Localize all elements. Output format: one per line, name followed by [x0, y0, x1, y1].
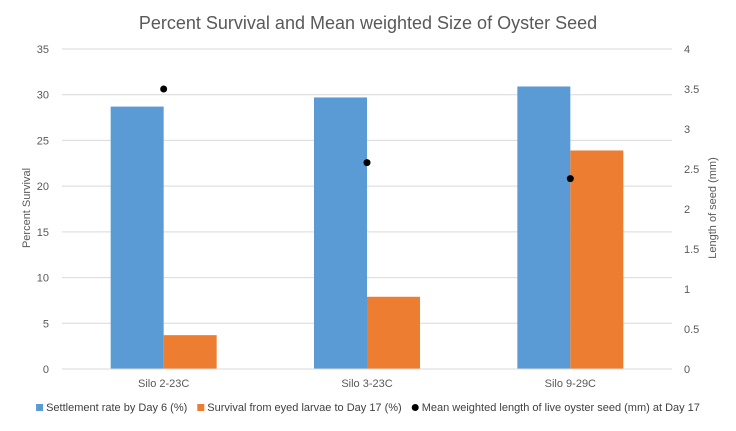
right-axis-tick-label: 2.5 [684, 164, 699, 176]
legend: Settlement rate by Day 6 (%) Survival fro… [36, 402, 700, 414]
chart-title: Percent Survival and Mean weighted Size … [139, 13, 597, 33]
right-axis-tick-label: 3.5 [684, 84, 699, 96]
legend-swatch [36, 404, 44, 411]
legend-label: Mean weighted length of live oyster seed… [422, 402, 700, 414]
right-axis-tick-label: 4 [684, 44, 690, 56]
left-axis-tick-label: 20 [37, 181, 49, 193]
left-axis-tick-label: 5 [43, 318, 49, 330]
left-axis-tick-label: 35 [37, 44, 49, 56]
legend-label: Survival from eyed larvae to Day 17 (%) [207, 402, 401, 414]
right-axis-tick-label: 3 [684, 124, 690, 136]
left-axis-tick-label: 0 [43, 364, 49, 376]
left-axis-tick-label: 30 [37, 90, 49, 102]
x-axis-ticks: Silo 2-23C Silo 3-23C Silo 9-29C [138, 378, 596, 390]
length-marker [160, 85, 168, 93]
right-axis-tick-label: 2 [684, 204, 690, 216]
right-axis-tick-label: 0.5 [684, 324, 699, 336]
left-axis-ticks: 0 5 10 15 20 25 30 35 [37, 44, 49, 376]
bar-survival [163, 335, 217, 369]
legend-item: Settlement rate by Day 6 (%) [36, 402, 187, 414]
left-axis-tick-label: 25 [37, 135, 49, 147]
x-axis-tick-label: Silo 9-29C [545, 378, 596, 390]
x-axis-tick-label: Silo 3-23C [341, 378, 392, 390]
right-axis-tick-label: 1 [684, 284, 690, 296]
left-axis-tick-label: 10 [37, 273, 49, 285]
bars [110, 86, 624, 369]
bar-settlement [517, 86, 571, 369]
right-axis-tick-label: 1.5 [684, 244, 699, 256]
bar-survival [570, 150, 624, 369]
legend-swatch [197, 404, 205, 411]
bar-survival [367, 296, 420, 369]
left-axis-title: Percent Survival [21, 168, 33, 248]
right-axis-ticks: 0 0.5 1 1.5 2 2.5 3 3.5 4 [684, 44, 699, 376]
bar-settlement [314, 97, 367, 369]
right-axis-tick-label: 0 [684, 364, 690, 376]
right-axis-title: Length of seed (mm) [707, 157, 719, 259]
length-marker [363, 159, 371, 167]
length-marker [566, 175, 574, 183]
legend-label: Settlement rate by Day 6 (%) [46, 402, 187, 414]
left-axis-tick-label: 15 [37, 227, 49, 239]
x-axis-tick-label: Silo 2-23C [138, 378, 189, 390]
markers [160, 85, 574, 183]
legend-item: Survival from eyed larvae to Day 17 (%) [197, 402, 402, 414]
bar-settlement [110, 106, 164, 369]
legend-marker [411, 404, 419, 411]
legend-item: Mean weighted length of live oyster seed… [411, 402, 700, 414]
